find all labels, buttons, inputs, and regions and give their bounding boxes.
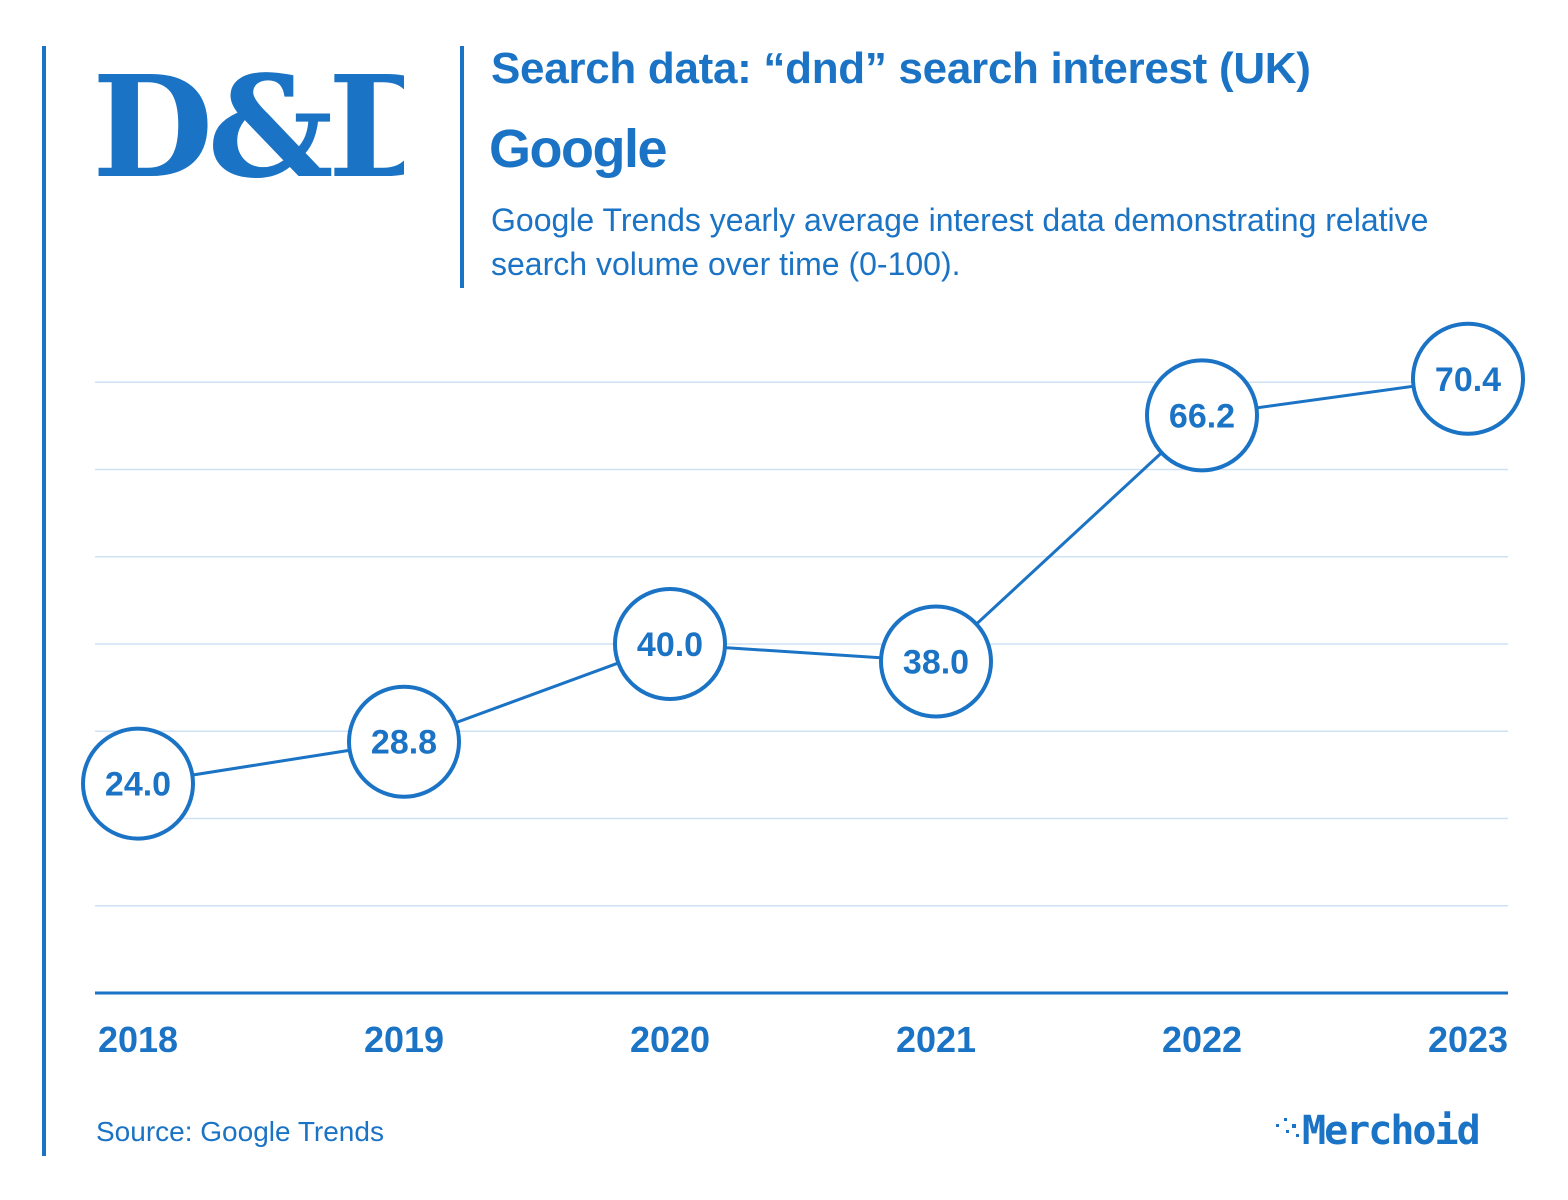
x-tick-2019: 2019 <box>364 1019 444 1060</box>
series-line <box>137 377 1469 786</box>
merchoid-logo: Merchoid <box>1276 1108 1481 1152</box>
x-tick-2022: 2022 <box>1162 1019 1242 1060</box>
dnd-logo-text: D&D <box>92 52 404 202</box>
data-label-2023: 70.4 <box>1435 361 1501 399</box>
data-label-2021: 38.0 <box>903 643 969 681</box>
data-point-2019 <box>347 684 461 799</box>
x-tick-2021: 2021 <box>896 1019 976 1060</box>
data-label-2022: 66.2 <box>1169 397 1235 435</box>
data-label-2020: 40.0 <box>637 626 703 664</box>
series-line-dnd <box>137 377 1469 786</box>
left-accent-rule <box>42 46 46 1156</box>
data-markers: 24.0 28.8 40.0 38.0 66.2 70.4 <box>81 321 1525 841</box>
data-point-2023 <box>1411 321 1525 436</box>
data-point-2018 <box>81 726 195 841</box>
gridlines <box>95 381 1508 907</box>
data-point-2021 <box>879 604 993 719</box>
chart-title: Search data: “dnd” search interest (UK) <box>491 44 1311 93</box>
x-tick-2023: 2023 <box>1428 1019 1508 1060</box>
data-point-2022 <box>1145 358 1259 473</box>
x-tick-labels: 2018 2019 2020 2021 2022 2023 <box>98 1019 1508 1060</box>
dnd-logo: D&D <box>92 52 404 202</box>
x-tick-2020: 2020 <box>630 1019 710 1060</box>
data-label-2019: 28.8 <box>371 724 437 762</box>
data-label-2018: 24.0 <box>105 766 171 804</box>
chart-subtitle: Google Trends yearly average interest da… <box>491 202 1429 282</box>
data-point-2020 <box>613 587 727 701</box>
merchoid-logo-text: Merchoid <box>1302 1108 1479 1152</box>
x-tick-2018: 2018 <box>98 1019 178 1060</box>
source-note: Source: Google Trends <box>96 1116 384 1147</box>
google-brand-label: Google <box>489 119 668 179</box>
header-divider <box>460 46 464 288</box>
